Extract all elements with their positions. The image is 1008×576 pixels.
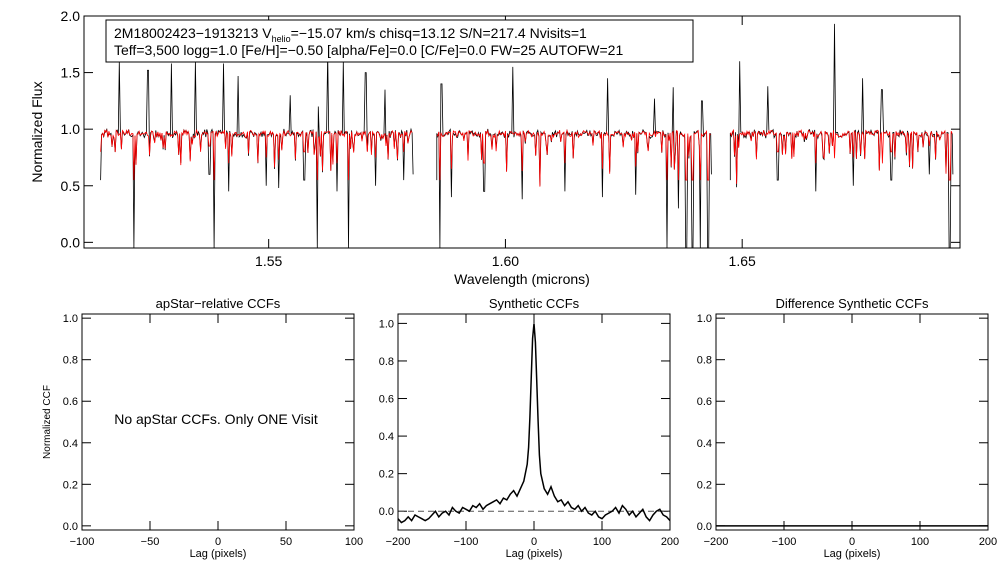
difference-ccf-title: Difference Synthetic CCFs — [776, 296, 929, 311]
apstar-ccf-ytick-label: 0.0 — [63, 521, 78, 533]
spectrum-ytick-label: 2.0 — [61, 8, 81, 24]
synthetic-ccf-xtick-label: 200 — [661, 536, 679, 548]
apstar-ccf-ylabel: Normalized CCF — [42, 385, 53, 459]
info-line-2: Teff=3,500 logg=1.0 [Fe/H]=−0.50 [alpha/… — [114, 42, 623, 58]
spectrum-frame — [83, 15, 961, 249]
synthetic-ccf-ticks: −200 −100 0 100 200 0.0 0.2 0.4 0.6 0.8 1.0 — [379, 314, 679, 548]
apstar-ccf-xtick-label: 50 — [280, 536, 292, 548]
synthetic-ccf-ytick-label: 0.4 — [379, 431, 394, 443]
difference-ccf-xtick-label: 200 — [979, 536, 997, 548]
spectrum-xtick-label: 1.55 — [255, 253, 282, 269]
synthetic-ccf-ytick-label: 0.8 — [379, 356, 394, 368]
apstar-ccf-annotation: No apStar CCFs. Only ONE Visit — [114, 411, 318, 427]
difference-ccf-ytick-label: 1.0 — [697, 313, 712, 325]
spectrum-ylabel: Normalized Flux — [29, 81, 45, 182]
observed-spectrum-line — [100, 52, 414, 249]
spectrum-xlabel: Wavelength (microns) — [454, 271, 590, 287]
apstar-ccf-ytick-label: 1.0 — [63, 313, 78, 325]
spectrum-ytick-label: 0.0 — [61, 234, 81, 250]
observed-spectrum-line — [729, 23, 954, 249]
synthetic-ccf-ytick-label: 1.0 — [379, 318, 394, 330]
synthetic-ccf-ytick-label: 0.6 — [379, 394, 394, 406]
spectrum-ytick-label: 1.0 — [61, 121, 81, 137]
spectrum-ticks: 1.55 1.60 1.65 0.0 0.5 1.0 1.5 2.0 — [61, 8, 960, 269]
model-spectrum-line — [436, 129, 711, 187]
difference-ccf-ytick-label: 0.6 — [697, 396, 712, 408]
difference-ccf-xtick-label: −200 — [704, 536, 729, 548]
difference-ccf-panel: −200 −100 0 100 200 0.0 0.2 0.4 0.6 0.8 1.0 Differ… — [697, 296, 997, 560]
difference-ccf-ytick-label: 0.2 — [697, 479, 712, 491]
spectrum-ytick-label: 0.5 — [61, 178, 81, 194]
difference-ccf-ytick-label: 0.4 — [697, 438, 712, 450]
spectrum-panel: 1.55 1.60 1.65 0.0 0.5 1.0 1.5 2.0 2M18002423−1… — [29, 8, 961, 287]
synthetic-ccf-xtick-label: 100 — [593, 536, 611, 548]
apstar-ccf-ytick-label: 0.2 — [63, 479, 78, 491]
synthetic-ccf-title: Synthetic CCFs — [489, 296, 580, 311]
synthetic-ccf-traces — [397, 323, 671, 524]
synthetic-ccf-ytick-label: 0.0 — [379, 506, 394, 518]
difference-ccf-frame — [715, 313, 989, 531]
difference-ccf-xtick-label: 0 — [849, 536, 855, 548]
difference-ccf-ticks: −200 −100 0 100 200 0.0 0.2 0.4 0.6 0.8 1.0 — [697, 313, 997, 548]
model-spectrum-line — [729, 128, 953, 184]
info-line-1: 2M18002423−1913213 Vhelio=−15.07 km/s ch… — [114, 25, 587, 44]
observed-spectrum-line — [436, 66, 712, 249]
synthetic-ccf-xlabel: Lag (pixels) — [506, 548, 563, 560]
difference-ccf-ytick-label: 0.0 — [697, 521, 712, 533]
apstar-ccf-panel: −100 −50 0 50 100 0.0 0.2 0.4 0.6 0.8 1.0 apStar−r… — [42, 296, 363, 560]
difference-ccf-xlabel: Lag (pixels) — [824, 548, 881, 560]
apstar-ccf-xlabel: Lag (pixels) — [190, 548, 247, 560]
apstar-ccf-xtick-label: 100 — [345, 536, 363, 548]
apstar-ccf-ytick-label: 0.4 — [63, 438, 78, 450]
apstar-ccf-ticks: −100 −50 0 50 100 0.0 0.2 0.4 0.6 0.8 1.0 — [63, 313, 363, 548]
difference-ccf-ytick-label: 0.8 — [697, 355, 712, 367]
apstar-ccf-xtick-label: −100 — [70, 536, 95, 548]
difference-ccf-xtick-label: −100 — [772, 536, 797, 548]
apstar-ccf-xtick-label: 0 — [215, 536, 221, 548]
spectrum-traces — [100, 23, 954, 249]
difference-ccf-xtick-label: 100 — [911, 536, 929, 548]
synthetic-ccf-xtick-label: 0 — [531, 536, 537, 548]
model-spectrum-line — [100, 128, 413, 181]
synthetic-ccf-ytick-label: 0.2 — [379, 469, 394, 481]
spectrum-xtick-label: 1.65 — [729, 253, 756, 269]
synthetic-ccf-xtick-label: −100 — [454, 536, 479, 548]
spectrum-xtick-label: 1.60 — [492, 253, 519, 269]
synthetic-ccf-xtick-label: −200 — [386, 536, 411, 548]
info-box — [105, 19, 694, 63]
apstar-ccf-xtick-label: −50 — [141, 536, 160, 548]
apstar-ccf-frame — [81, 313, 355, 531]
apstar-ccf-title: apStar−relative CCFs — [156, 296, 281, 311]
apstar-ccf-ytick-label: 0.8 — [63, 355, 78, 367]
synthetic-ccf-frame — [397, 313, 671, 531]
synthetic-ccf-line — [397, 323, 671, 524]
synthetic-ccf-panel: −200 −100 0 100 200 0.0 0.2 0.4 0.6 0.8 1.0 Synthe… — [379, 296, 679, 560]
apstar-ccf-ytick-label: 0.6 — [63, 396, 78, 408]
spectrum-ytick-label: 1.5 — [61, 65, 81, 81]
